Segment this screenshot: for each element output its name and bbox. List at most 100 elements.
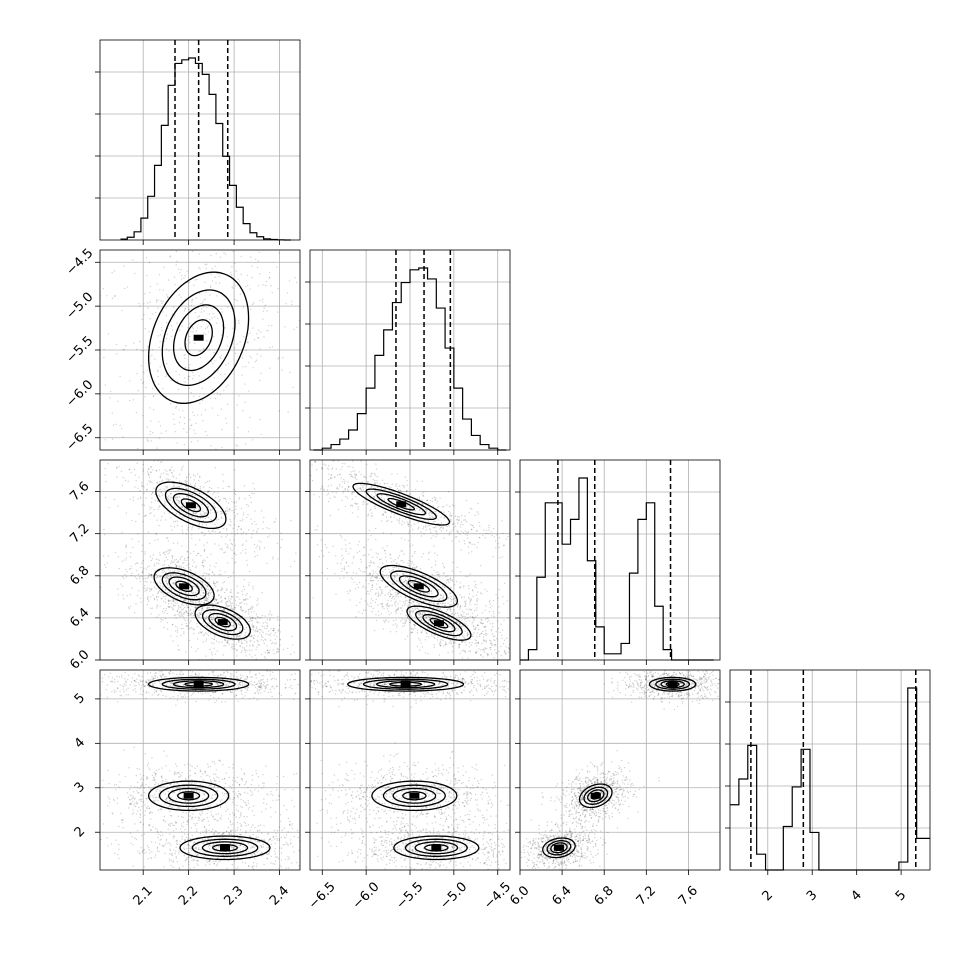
scatter-point bbox=[228, 682, 231, 684]
scatter-point bbox=[255, 626, 258, 628]
scatter-point bbox=[188, 622, 191, 624]
scatter-point bbox=[267, 846, 270, 848]
scatter-point bbox=[168, 671, 170, 674]
scatter-point bbox=[151, 387, 154, 390]
scatter-point bbox=[222, 833, 224, 835]
scatter-point bbox=[303, 631, 304, 632]
scatter-point bbox=[177, 582, 179, 584]
scatter-point bbox=[218, 846, 220, 848]
scatter-point bbox=[223, 581, 226, 583]
scatter-point bbox=[231, 645, 233, 648]
scatter-point bbox=[94, 480, 95, 481]
scatter-point bbox=[188, 852, 190, 854]
scatter-point bbox=[139, 813, 141, 815]
scatter-point bbox=[250, 308, 252, 310]
scatter-point bbox=[43, 329, 44, 330]
scatter-point bbox=[137, 674, 140, 676]
scatter-point bbox=[204, 578, 206, 580]
scatter-point bbox=[159, 366, 161, 368]
scatter-point bbox=[252, 805, 255, 807]
scatter-point bbox=[224, 681, 226, 683]
scatter-point bbox=[279, 631, 282, 633]
scatter-point bbox=[181, 325, 183, 327]
scatter-point bbox=[266, 527, 268, 529]
scatter-point bbox=[222, 612, 225, 614]
scatter-point bbox=[205, 683, 207, 686]
scatter-point bbox=[179, 790, 181, 792]
scatter-point bbox=[155, 588, 157, 590]
scatter-point bbox=[276, 542, 279, 545]
scatter-point bbox=[223, 609, 225, 611]
scatter-point bbox=[253, 681, 255, 683]
scatter-point bbox=[198, 819, 200, 821]
scatter-point bbox=[142, 521, 144, 523]
scatter-point bbox=[191, 515, 194, 518]
scatter-point bbox=[176, 497, 178, 499]
scatter-point bbox=[125, 557, 128, 559]
scatter-point bbox=[206, 812, 208, 815]
scatter-point bbox=[268, 528, 270, 530]
scatter-point bbox=[219, 806, 222, 808]
scatter-point bbox=[187, 557, 189, 559]
scatter-point bbox=[234, 648, 236, 650]
scatter-point bbox=[238, 635, 241, 637]
scatter-point bbox=[194, 432, 196, 435]
scatter-point bbox=[182, 604, 184, 607]
scatter-point bbox=[158, 524, 160, 527]
scatter-point bbox=[253, 634, 256, 637]
scatter-point bbox=[183, 572, 185, 575]
scatter-point bbox=[240, 805, 242, 808]
scatter-point bbox=[179, 606, 181, 608]
scatter-point bbox=[184, 353, 186, 356]
scatter-point bbox=[226, 631, 228, 633]
scatter-point bbox=[165, 430, 167, 432]
scatter-point bbox=[102, 779, 104, 781]
scatter-point bbox=[166, 576, 168, 579]
scatter-point bbox=[200, 609, 202, 611]
scatter-point bbox=[229, 498, 231, 500]
scatter-point bbox=[246, 650, 248, 652]
scatter-point bbox=[275, 799, 278, 801]
scatter-point bbox=[274, 666, 275, 667]
scatter-point bbox=[253, 684, 255, 686]
scatter-point bbox=[138, 302, 140, 305]
scatter-point bbox=[206, 593, 209, 595]
scatter-point bbox=[250, 783, 252, 786]
scatter-point bbox=[247, 598, 249, 600]
scatter-point bbox=[237, 426, 239, 429]
scatter-point bbox=[166, 786, 168, 788]
scatter-point bbox=[210, 779, 212, 781]
scatter-point bbox=[182, 811, 184, 813]
scatter-point bbox=[218, 777, 220, 779]
scatter-point bbox=[257, 337, 259, 339]
scatter-point bbox=[205, 599, 207, 602]
scatter-point bbox=[151, 202, 152, 203]
scatter-point bbox=[141, 850, 144, 852]
scatter-point bbox=[225, 793, 227, 795]
scatter-point bbox=[174, 520, 177, 523]
scatter-point bbox=[204, 617, 207, 619]
scatter-point bbox=[207, 820, 209, 822]
scatter-point bbox=[154, 773, 157, 775]
scatter-point bbox=[218, 846, 221, 848]
contour-level-0 bbox=[153, 567, 215, 606]
scatter-point bbox=[291, 303, 293, 306]
scatter-point bbox=[160, 597, 162, 600]
scatter-point bbox=[237, 592, 240, 594]
scatter-point bbox=[92, 465, 93, 466]
scatter-point bbox=[163, 500, 166, 502]
scatter-point bbox=[188, 387, 190, 389]
scatter-point bbox=[139, 455, 140, 456]
scatter-point bbox=[244, 498, 246, 500]
scatter-point bbox=[207, 631, 210, 633]
scatter-point bbox=[132, 259, 134, 261]
scatter-point bbox=[236, 614, 238, 617]
scatter-point bbox=[182, 826, 184, 828]
scatter-point bbox=[220, 516, 223, 518]
scatter-point bbox=[183, 508, 186, 510]
scatter-point bbox=[216, 273, 219, 275]
scatter-point bbox=[128, 568, 131, 570]
scatter-point bbox=[225, 422, 228, 424]
scatter-point bbox=[128, 468, 130, 471]
scatter-point bbox=[183, 444, 185, 446]
